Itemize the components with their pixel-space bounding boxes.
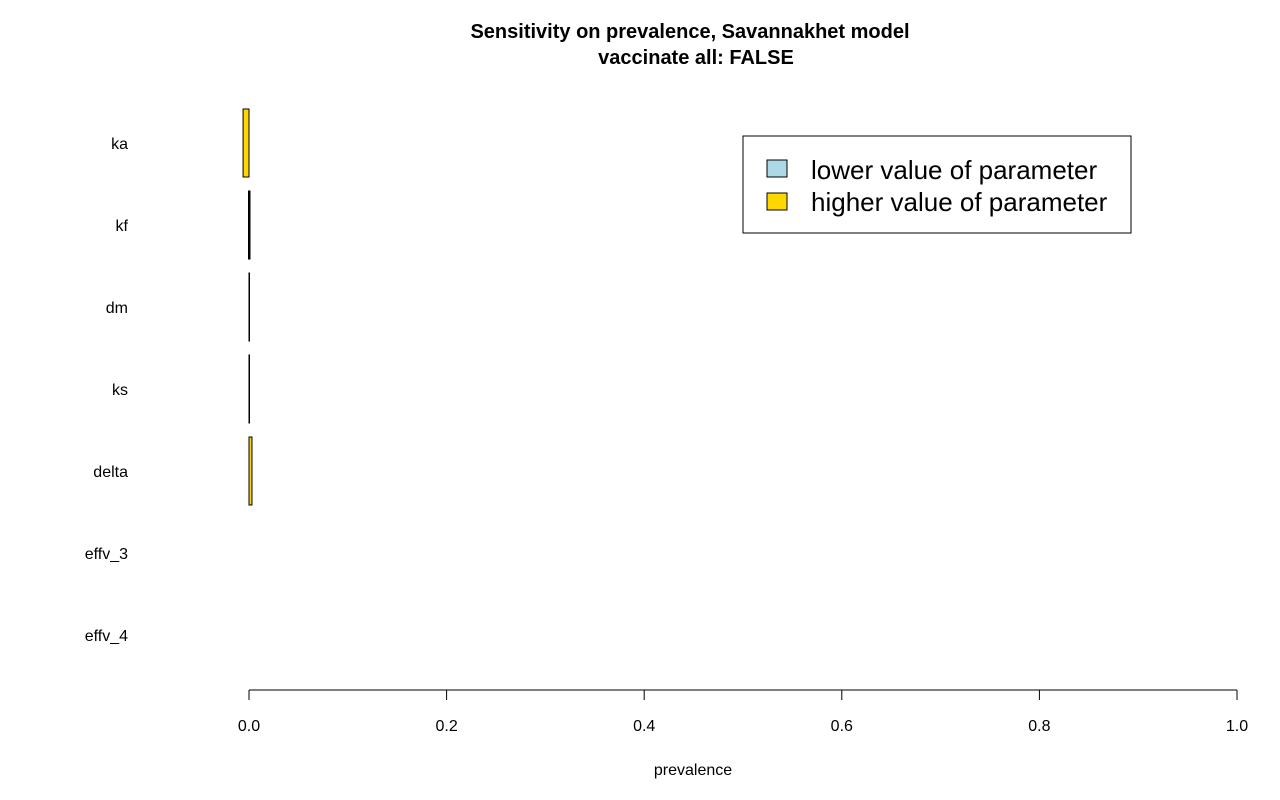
category-labels: ka kf dm ks delta effv_3 effv_4: [85, 136, 129, 645]
category-label-dm: dm: [106, 300, 128, 317]
x-tick-label: 0.0: [238, 718, 260, 735]
x-axis: 0.0 0.2 0.4 0.6 0.8 1.0: [238, 689, 1248, 735]
chart-subtitle: vaccinate all: FALSE: [598, 47, 794, 69]
bar-kf-higher: [248, 190, 251, 260]
chart-title: Sensitivity on prevalence, Savannakhet m…: [470, 21, 909, 43]
x-tick-label: 0.2: [435, 718, 457, 735]
category-label-ks: ks: [112, 382, 128, 399]
bar-delta-higher: [248, 436, 253, 506]
legend-swatch-higher: [766, 192, 788, 211]
x-axis-label: prevalence: [654, 762, 732, 779]
category-label-ka: ka: [111, 136, 128, 153]
legend: lower value of parameter higher value of…: [742, 135, 1132, 234]
legend-label-lower: lower value of parameter: [811, 155, 1097, 185]
bar-ka-higher: [242, 108, 250, 178]
x-tick-label: 0.6: [831, 718, 853, 735]
category-label-kf: kf: [116, 218, 129, 235]
category-label-effv_4: effv_4: [85, 628, 128, 645]
category-label-delta: delta: [93, 464, 128, 481]
legend-label-higher: higher value of parameter: [811, 187, 1108, 217]
bars-group: [242, 108, 253, 506]
legend-swatch-lower: [766, 159, 788, 178]
x-tick-label: 1.0: [1226, 718, 1248, 735]
legend-box: [742, 135, 1132, 234]
x-tick-label: 0.4: [633, 718, 655, 735]
x-tick-label: 0.8: [1028, 718, 1050, 735]
category-label-effv_3: effv_3: [85, 546, 128, 563]
